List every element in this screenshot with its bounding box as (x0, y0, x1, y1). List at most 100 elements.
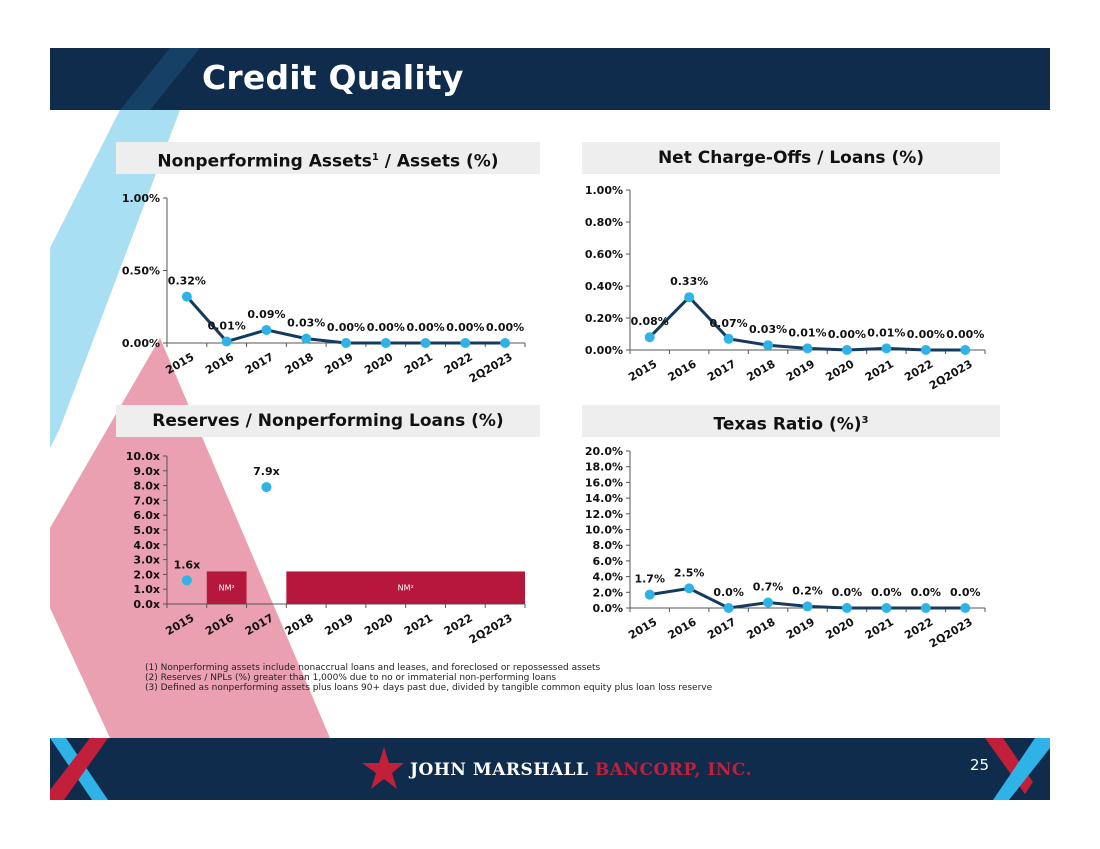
chart-title-nco-main: Net Charge-Offs / Loans (%) (657, 148, 925, 168)
pink-stripe (50, 338, 330, 738)
chart-title-npa-sup: 1 (371, 152, 379, 163)
data-label: 0.01% (208, 320, 246, 333)
data-point (380, 338, 391, 348)
y-tick-label: 16.0% (585, 476, 623, 489)
x-tick-label: 2021 (402, 350, 435, 377)
x-tick-label: 2016 (203, 611, 236, 638)
header-accent (120, 48, 200, 110)
y-tick-label: 7.0x (133, 494, 160, 507)
data-point (763, 340, 774, 351)
star-shape (362, 747, 404, 789)
data-label: 0.33% (670, 275, 708, 288)
slide: Credit Quality Nonperforming Assets1 / A… (50, 48, 1050, 800)
chart-title-texas-main: Texas Ratio (%) (713, 414, 862, 435)
x-tick-label: 2Q2023 (467, 611, 515, 646)
data-point (841, 345, 852, 355)
data-point (920, 345, 931, 355)
y-tick-label: 0.50% (122, 265, 160, 278)
y-tick-label: 6.0x (133, 509, 160, 522)
footnotes: (1) Nonperforming assets include nonaccr… (145, 663, 712, 693)
data-point (301, 333, 312, 344)
x-tick-label: 2018 (745, 615, 778, 642)
company-logo: JOHN MARSHALL BANCORP, INC. (410, 760, 752, 780)
y-tick-label: 5.0x (133, 524, 160, 537)
x-tick-label: 2017 (243, 350, 276, 377)
data-point (841, 603, 852, 613)
x-tick-label: 2019 (322, 350, 355, 377)
x-tick-label: 2016 (666, 615, 699, 642)
data-label: 0.0% (950, 586, 981, 599)
data-point (341, 338, 351, 348)
data-label: 0.03% (287, 317, 325, 330)
data-label: 0.00% (486, 321, 524, 334)
data-label: 2.5% (674, 566, 705, 579)
y-tick-label: 18.0% (585, 461, 623, 474)
chart-nco: 0.00%0.20%0.40%0.60%0.80%1.00%2015 2016 20… (585, 184, 986, 392)
series-line (648, 295, 966, 352)
y-tick-label: 10.0% (585, 524, 623, 537)
data-label: 1.7% (634, 573, 665, 586)
data-point (920, 603, 931, 613)
y-tick-label: 1.00% (122, 192, 160, 205)
data-point (881, 603, 892, 613)
logo-name: JOHN MARSHALL (410, 760, 589, 780)
x-tick-label: 2020 (362, 611, 395, 638)
page-title: Credit Quality (202, 58, 464, 97)
y-tick-label: 2.0% (592, 586, 623, 599)
x-tick-label: 2018 (283, 350, 316, 377)
y-tick-label: 6.0% (592, 555, 623, 568)
x-tick-label: 2015 (163, 611, 196, 638)
y-tick-label: 0.80% (585, 216, 623, 229)
chart-title-nco: Net Charge-Offs / Loans (%) (582, 142, 1000, 174)
data-label: 0.00% (406, 321, 444, 334)
x-tick-label: 2Q2023 (467, 350, 515, 385)
footer-bar (50, 738, 1050, 800)
x-tick-label: 2021 (402, 611, 435, 638)
data-point (500, 338, 511, 348)
data-point (644, 332, 655, 343)
x-tick-label: 2021 (863, 357, 896, 384)
footnote-2: (2) Reserves / NPLs (%) greater than 1,0… (145, 673, 557, 683)
data-label: 0.07% (710, 317, 748, 330)
data-label: 0.08% (631, 315, 669, 328)
data-label: 7.9x (253, 465, 280, 478)
header-blue-stripe (120, 48, 200, 110)
x-tick-label: 2017 (705, 357, 738, 384)
chart-reserves: 0.0x 1.0x 2.0x3.0x 4.0x 5.0x 6.0x 7.0x8.0x 9.0x… (126, 450, 526, 646)
y-tick-label: 4.0% (592, 571, 623, 584)
y-tick-label: 0.20% (585, 312, 623, 325)
data-label: 0.09% (247, 308, 285, 321)
x-tick-label: 2020 (823, 615, 856, 642)
x-tick-label: 2015 (163, 350, 196, 377)
chart-title-npa: Nonperforming Assets1 / Assets (%) (116, 142, 540, 174)
data-label: 0.00% (446, 321, 484, 334)
nm-bar (206, 571, 247, 604)
footnote-3: (3) Defined as nonperforming assets plus… (145, 683, 713, 693)
data-label: 0.2% (792, 584, 823, 597)
x-tick-label: 2017 (243, 611, 276, 638)
x-tick-label: 2015 (626, 615, 659, 642)
x-tick-label: 2019 (784, 615, 817, 642)
data-label: 0.00% (946, 328, 984, 341)
nm-bar-label: NM² (398, 584, 414, 593)
data-point (261, 482, 272, 493)
y-tick-label: 0.60% (585, 248, 623, 261)
y-tick-label: 0.0x (133, 598, 160, 611)
data-label: 0.00% (828, 328, 866, 341)
data-point (420, 338, 431, 348)
data-point (763, 597, 774, 608)
x-tick-label: 2015 (626, 357, 659, 384)
y-tick-label: 1.0x (133, 583, 160, 596)
x-mark-right (985, 738, 1050, 800)
data-label: 0.00% (367, 321, 405, 334)
y-tick-label: 8.0x (133, 480, 160, 493)
x-tick-label: 2017 (705, 615, 738, 642)
y-tick-label: 10.0x (126, 450, 160, 463)
y-tick-label: 0.40% (585, 280, 623, 293)
y-tick-label: 9.0x (133, 465, 160, 478)
chart-title-npa-main: Nonperforming Assets (157, 151, 372, 172)
y-tick-label: 8.0% (592, 539, 623, 552)
chart-title-reserves: Reserves / Nonperforming Loans (%) (116, 405, 540, 437)
data-point (181, 291, 192, 302)
nm-bar-label: NM² (219, 584, 235, 593)
